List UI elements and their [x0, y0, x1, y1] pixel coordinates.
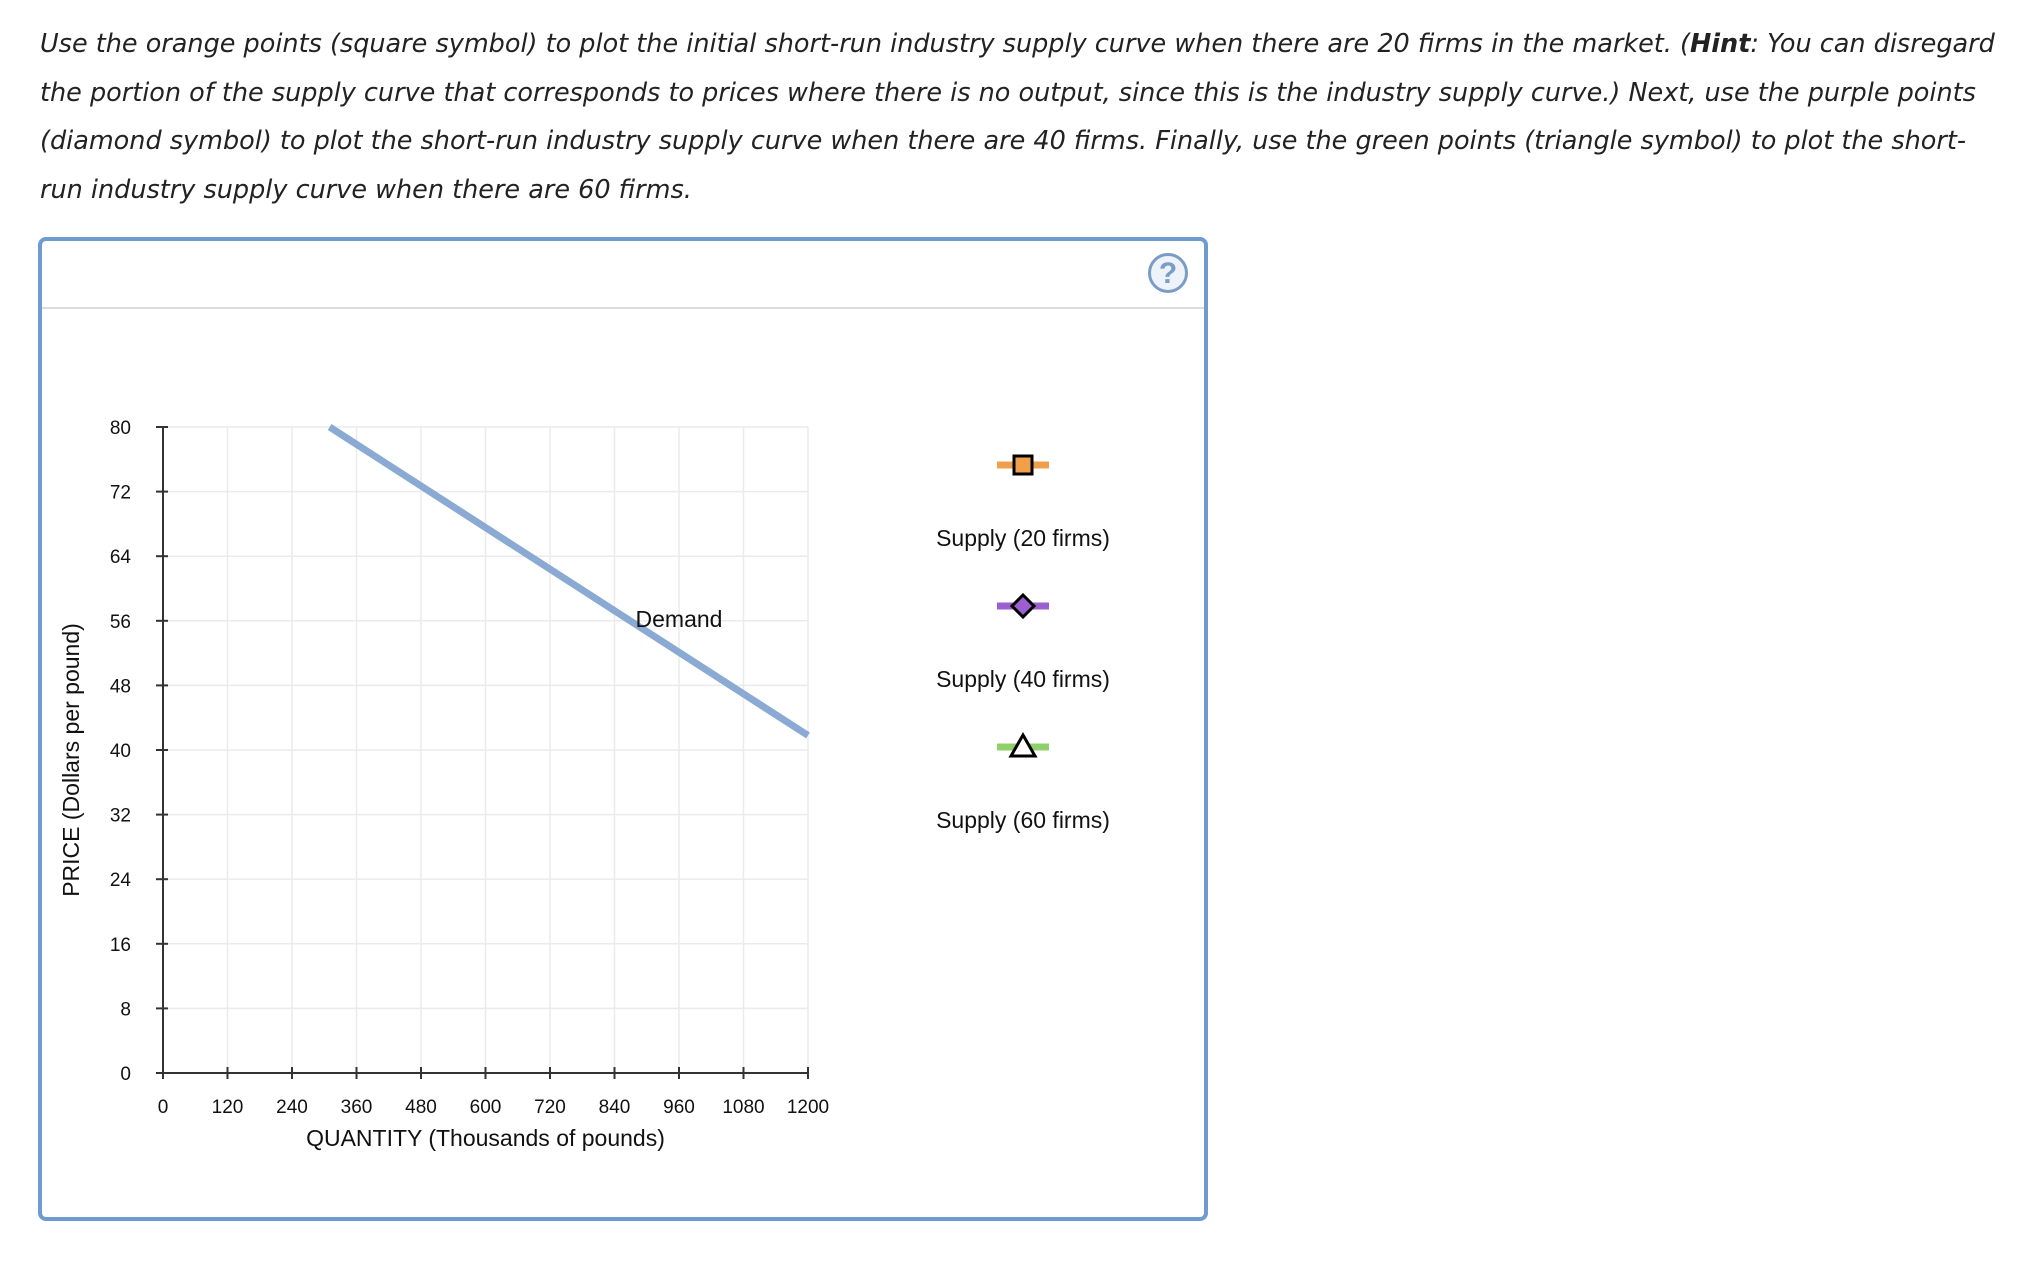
x-tick-label: 240 [276, 1097, 308, 1118]
legend-label-square: Supply (20 firms) [936, 525, 1110, 551]
y-tick-label: 16 [110, 935, 131, 956]
y-tick-label: 80 [110, 418, 131, 439]
x-tick-label: 960 [663, 1097, 695, 1118]
help-icon[interactable]: ? [1148, 253, 1188, 293]
x-tick-label: 1080 [722, 1097, 764, 1118]
y-tick-label: 48 [110, 676, 131, 697]
x-axis-title: QUANTITY (Thousands of pounds) [306, 1125, 665, 1151]
instructions-part2: : You can disregard the portion of the s… [40, 29, 1995, 205]
legend-label-triangle: Supply (60 firms) [936, 807, 1110, 833]
instructions-text: Use the orange points (square symbol) to… [40, 20, 2000, 214]
graph-panel-header: ? [42, 241, 1204, 309]
hint-label: Hint [1689, 29, 1751, 59]
y-tick-label: 32 [110, 806, 131, 827]
x-tick-label: 840 [599, 1097, 631, 1118]
x-tick-label: 720 [534, 1097, 566, 1118]
square-marker-icon[interactable] [1012, 454, 1034, 476]
legend-label-diamond: Supply (40 firms) [936, 666, 1110, 692]
y-tick-label: 72 [110, 483, 131, 504]
x-tick-label: 1200 [787, 1097, 829, 1118]
x-tick-label: 120 [212, 1097, 244, 1118]
demand-curve[interactable] [327, 424, 810, 739]
x-tick-label: 600 [470, 1097, 502, 1118]
x-tick-label: 0 [158, 1097, 169, 1118]
triangle-marker-icon[interactable] [1008, 731, 1038, 758]
x-tick-label: 480 [405, 1097, 437, 1118]
y-tick-label: 0 [120, 1064, 131, 1085]
demand-label: Demand [636, 606, 723, 632]
y-tick-label: 56 [110, 612, 131, 633]
instructions-part1: Use the orange points (square symbol) to… [40, 29, 1690, 59]
y-tick-label: 24 [110, 870, 132, 891]
x-tick-label: 360 [341, 1097, 373, 1118]
y-tick-label: 64 [110, 547, 132, 568]
y-tick-label: 8 [120, 999, 131, 1020]
y-tick-label: 40 [110, 741, 131, 762]
diamond-marker-icon[interactable] [1009, 592, 1037, 620]
y-axis-title: PRICE (Dollars per pound) [58, 623, 84, 897]
